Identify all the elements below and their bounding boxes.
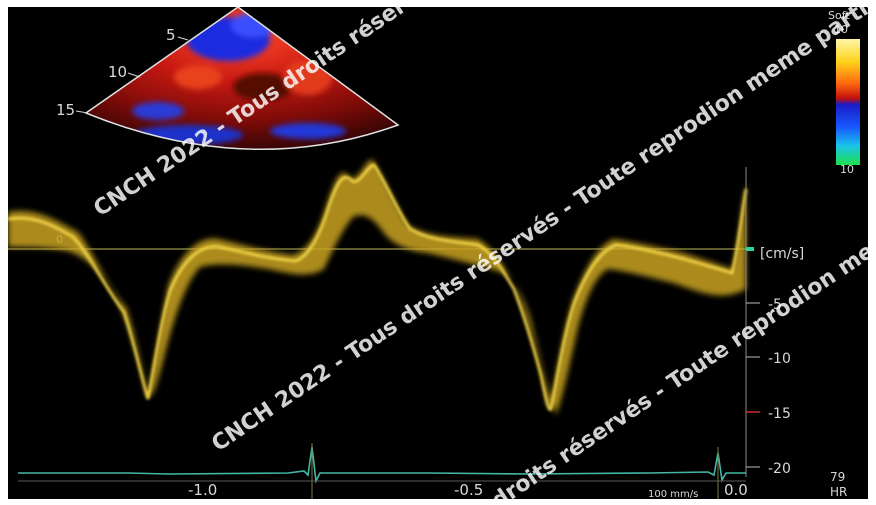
depth-label-15: 15 (56, 101, 75, 119)
color-bar-top-label: Soft (828, 9, 850, 22)
velocity-scale: [cm/s] -5 -10 -15 -20 (745, 167, 804, 477)
velocity-color-bar: Soft 10 10 (828, 9, 860, 176)
velocity-unit: [cm/s] (760, 246, 804, 262)
velocity-tick-minus-5: -5 (768, 297, 782, 313)
doppler-canvas: 5 10 15 Soft 10 10 0 [cm/s] (8, 7, 868, 499)
color-bar-bottom-value: 10 (840, 163, 854, 176)
doppler-display: 5 10 15 Soft 10 10 0 [cm/s] (8, 7, 868, 499)
time-tick-minus-1: -1.0 (188, 481, 217, 499)
time-tick-zero: 0.0 (724, 481, 748, 499)
color-doppler-sector (84, 7, 400, 150)
depth-scale: 5 10 15 (56, 26, 189, 119)
velocity-tick-minus-20: -20 (768, 461, 791, 477)
velocity-tick-minus-10: -10 (768, 351, 791, 367)
time-tick-minus-0-5: -0.5 (454, 481, 483, 499)
depth-label-10: 10 (108, 63, 127, 81)
depth-label-5: 5 (166, 26, 176, 44)
ecg-trace (18, 443, 746, 499)
heart-rate-value: 79 (830, 470, 845, 484)
heart-rate-readout: 79 HR (830, 470, 847, 499)
spectral-doppler-trace (8, 159, 748, 415)
velocity-tick-minus-15: -15 (768, 406, 791, 422)
color-bar-top-value: 10 (834, 23, 848, 36)
sweep-speed: 100 mm/s (648, 489, 698, 499)
heart-rate-unit: HR (830, 485, 847, 499)
time-axis: -1.0 -0.5 0.0 100 mm/s (18, 480, 748, 499)
